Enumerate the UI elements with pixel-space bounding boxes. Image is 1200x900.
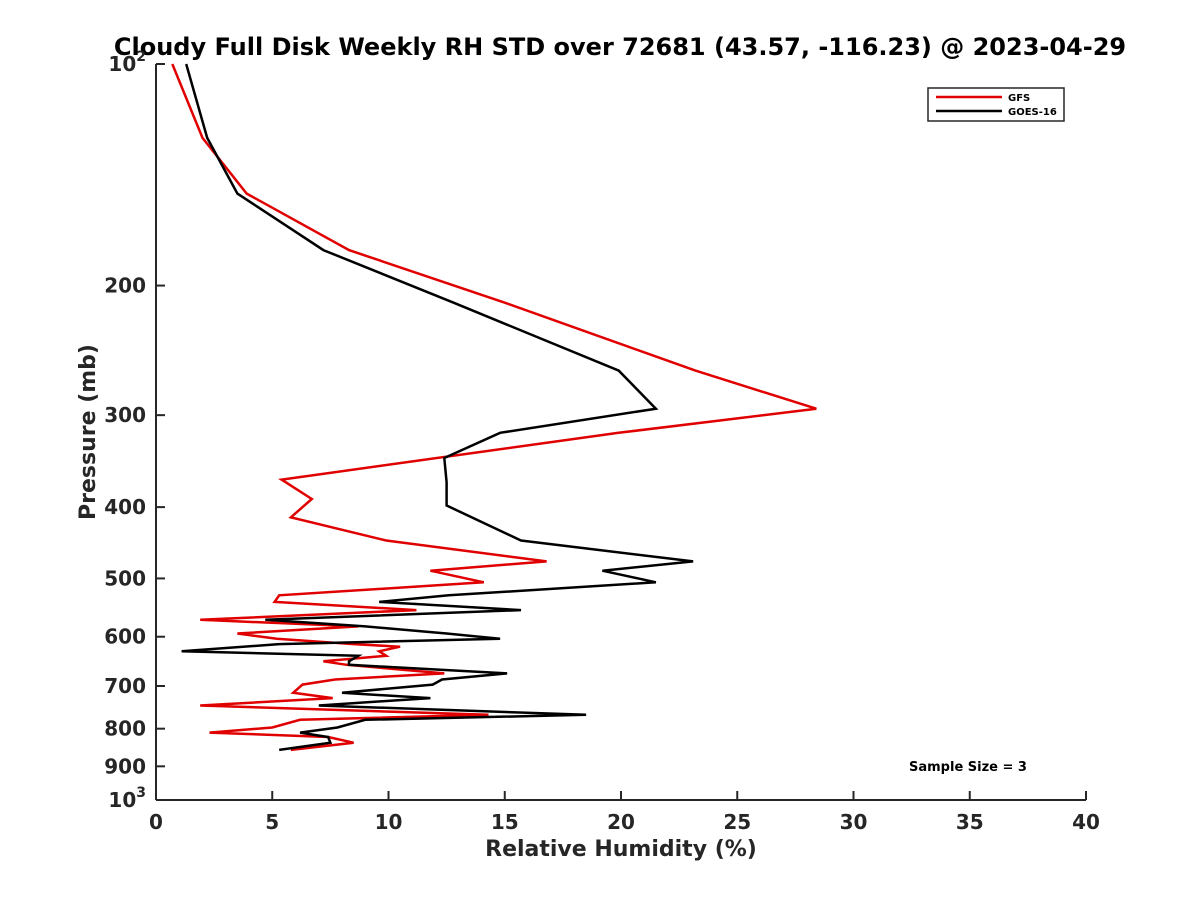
x-axis-label: Relative Humidity (%): [485, 837, 757, 862]
series-line-gfs: [171, 63, 817, 752]
x-tick-label: 35: [956, 810, 984, 834]
x-tick-label: 20: [607, 810, 635, 834]
y-tick-label: 600: [104, 625, 146, 649]
y-tick-label: 300: [104, 403, 146, 427]
x-tick-label: 40: [1072, 810, 1100, 834]
x-tick-label: 5: [265, 810, 279, 834]
x-tick-label: 25: [723, 810, 751, 834]
y-tick-label: 800: [104, 717, 146, 741]
x-tick-label: 15: [491, 810, 519, 834]
legend-box: [927, 87, 1065, 122]
y-tick-label: 103: [108, 785, 146, 812]
sample-size-annotation: Sample Size = 3: [909, 760, 1027, 775]
x-ticks: 0 5 10 15 20 25 30 35 40: [149, 791, 1100, 834]
y-tick-label: 102: [108, 49, 146, 76]
legend-label-goes-16: GOES-16: [1008, 107, 1057, 118]
legend: GFS GOES-16: [927, 87, 1065, 122]
x-tick-label: 30: [840, 810, 868, 834]
y-tick-label: 900: [104, 754, 146, 778]
y-tick-label: 500: [104, 566, 146, 590]
legend-label-gfs: GFS: [1008, 93, 1030, 104]
y-ticks: 102 200 300 400 500 600 700 800 900 103: [104, 49, 165, 812]
x-tick-label: 0: [149, 810, 163, 834]
y-axis-label: Pressure (mb): [76, 344, 101, 520]
y-tick-label: 400: [104, 495, 146, 519]
y-tick-label: 700: [104, 674, 146, 698]
series-lines: [171, 63, 817, 752]
x-tick-label: 10: [375, 810, 403, 834]
chart-title: Cloudy Full Disk Weekly RH STD over 7268…: [114, 33, 1126, 61]
series-line-goes-16: [181, 63, 694, 752]
y-tick-label: 200: [104, 274, 146, 298]
